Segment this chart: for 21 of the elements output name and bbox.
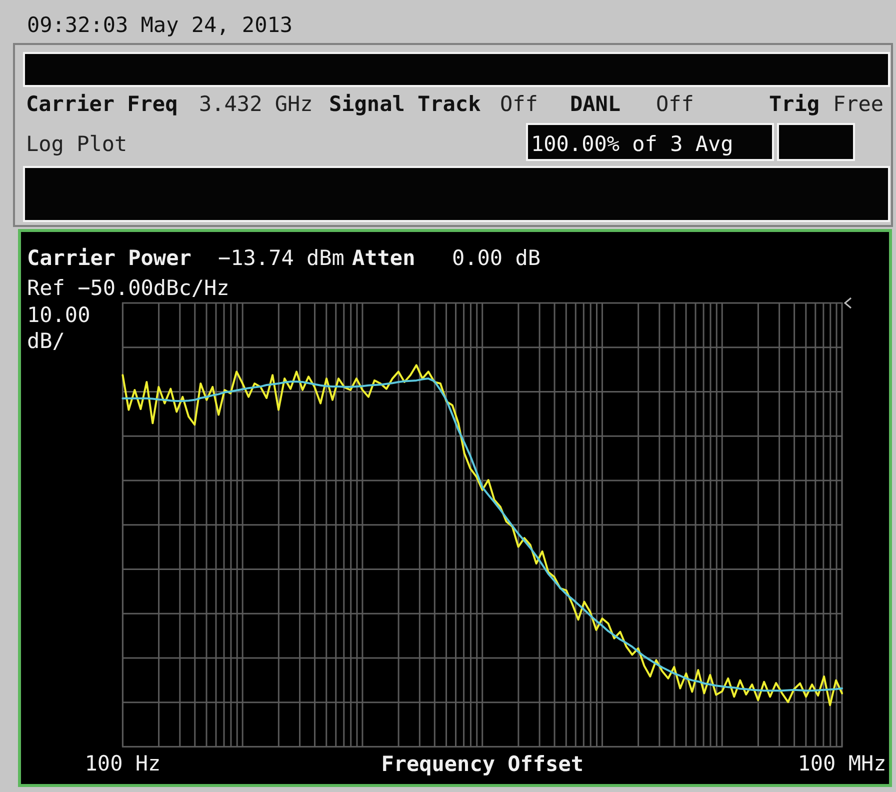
text: Trig <box>769 92 820 116</box>
text: Off <box>500 92 538 116</box>
text: 0.00 dB <box>452 246 541 270</box>
text: Atten <box>352 246 416 270</box>
text: Off <box>656 92 694 116</box>
text: −13.74 dBm <box>218 246 344 270</box>
text: Carrier Freq <box>26 92 178 116</box>
text: 09:32:03 May 24, 2013 <box>27 13 293 37</box>
text: Carrier Power <box>27 246 192 270</box>
text: DANL <box>570 92 621 116</box>
text: 10.00 <box>27 303 90 327</box>
x-tick-label: 100 Hz <box>84 752 161 776</box>
text: Free <box>833 92 884 116</box>
text: dB/ <box>27 329 65 353</box>
text: Log Plot <box>26 132 128 156</box>
text: Signal Track <box>329 92 482 116</box>
text: Ref −50.00dBc/Hz <box>27 276 230 300</box>
text: 3.432 GHz <box>199 92 313 116</box>
text: 100.00% of 3 Avg <box>531 132 734 156</box>
x-axis-title: Frequency Offset <box>381 752 584 776</box>
x-tick-label: 100 MHz <box>798 752 886 776</box>
